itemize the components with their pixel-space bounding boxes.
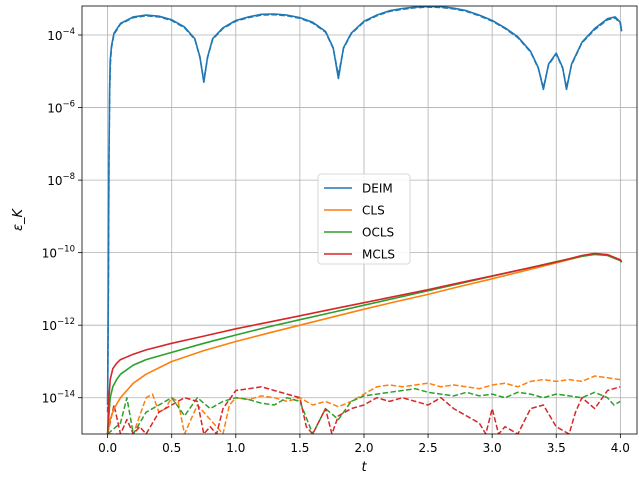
y-tick-label-base: 10 xyxy=(47,102,62,116)
dashed-series-line xyxy=(106,386,621,434)
series-line-deim xyxy=(106,6,623,406)
x-tick-label: 3.0 xyxy=(483,441,502,455)
dashed-series-line xyxy=(107,375,621,434)
legend-label-mcls: MCLS xyxy=(362,248,395,262)
legend-label-cls: CLS xyxy=(362,204,385,218)
x-tick-label: 0.0 xyxy=(98,441,117,455)
y-tick-label: 10−12 xyxy=(42,317,75,333)
x-tick-label: 2.5 xyxy=(419,441,438,455)
y-tick-label-exponent: −12 xyxy=(57,317,75,327)
y-tick-label: 10−14 xyxy=(42,390,75,406)
y-tick-label-exponent: −10 xyxy=(57,245,75,255)
y-tick-label-exponent: −14 xyxy=(57,390,75,400)
y-tick-label-exponent: −6 xyxy=(62,100,75,110)
x-axis-label: t xyxy=(361,460,367,475)
y-tick-label-base: 10 xyxy=(42,392,57,406)
x-tick-label: 3.5 xyxy=(547,441,566,455)
x-axis-ticks: 0.0 0.5 1.0 1.5 2.0 2.5 3.0 3.5 4.0 xyxy=(98,434,630,455)
x-tick-label: 0.5 xyxy=(162,441,181,455)
y-tick-label-base: 10 xyxy=(47,174,62,188)
legend-label-deim: DEIM xyxy=(362,182,393,196)
y-tick-label-base: 10 xyxy=(42,247,57,261)
x-tick-label: 2.0 xyxy=(354,441,373,455)
y-tick-label: 10−6 xyxy=(47,100,75,116)
y-tick-label: 10−8 xyxy=(47,172,75,188)
x-tick-label: 1.0 xyxy=(226,441,245,455)
y-tick-label-base: 10 xyxy=(42,319,57,333)
x-tick-label: 4.0 xyxy=(611,441,630,455)
solid-series-layer xyxy=(106,6,623,434)
legend-label-ocls: OCLS xyxy=(362,226,394,240)
legend-frame xyxy=(317,173,411,265)
y-tick-label-exponent: −4 xyxy=(62,27,75,37)
y-axis-label: ε_K xyxy=(11,208,26,232)
y-tick-label: 10−10 xyxy=(42,245,75,261)
y-tick-label-base: 10 xyxy=(47,29,62,43)
legend: DEIM CLS OCLS MCLS xyxy=(317,173,411,265)
series-line-mcls xyxy=(106,252,623,434)
x-tick-label: 1.5 xyxy=(290,441,309,455)
y-tick-label-exponent: −8 xyxy=(62,172,75,182)
plot-area-frame xyxy=(81,5,638,435)
legend-entries: DEIM CLS OCLS MCLS xyxy=(324,182,395,262)
dashed-series-line xyxy=(107,387,621,434)
y-tick-label: 10−4 xyxy=(47,27,75,43)
